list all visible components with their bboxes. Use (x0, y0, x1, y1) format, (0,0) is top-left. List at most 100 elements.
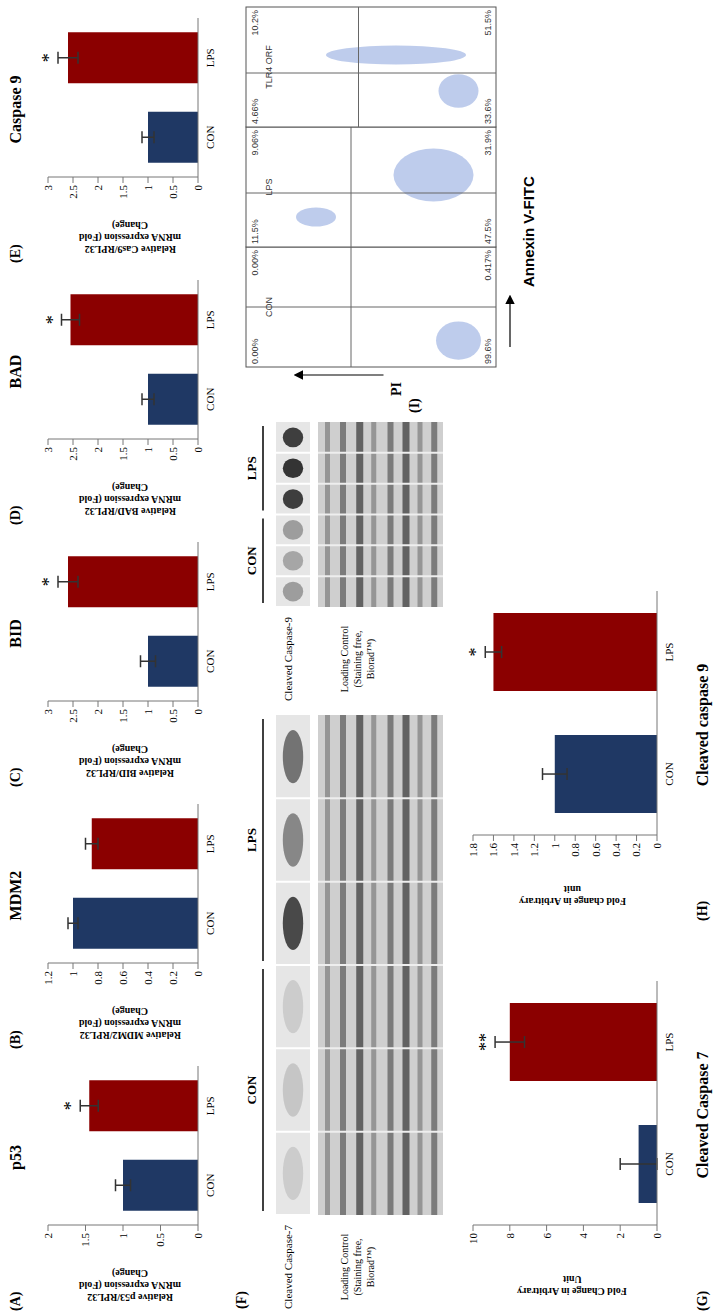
svg-text:2.5: 2.5 (67, 709, 79, 723)
svg-text:CON: CON (204, 650, 216, 673)
svg-text:0.5: 0.5 (154, 1233, 166, 1247)
svg-text:CON: CON (663, 1152, 675, 1175)
svg-text:0: 0 (192, 185, 204, 191)
svg-text:**: ** (476, 1033, 496, 1051)
svg-text:0.2: 0.2 (167, 971, 179, 985)
svg-text:2: 2 (614, 1233, 626, 1239)
svg-text:0.5: 0.5 (167, 447, 179, 461)
html-text:(A): (A) (8, 1291, 23, 1311)
svg-text:CON: CON (204, 126, 216, 149)
svg-text:33.6%: 33.6% (483, 98, 493, 124)
svg-text:CON: CON (244, 546, 259, 576)
svg-text:TLR4 ORF: TLR4 ORF (264, 45, 274, 89)
svg-text:1.4: 1.4 (508, 843, 520, 857)
html-text:Cleaved Caspase 7: Cleaved Caspase 7 (694, 1051, 711, 1179)
svg-text:0.5: 0.5 (167, 185, 179, 199)
svg-text:LPS: LPS (204, 572, 216, 591)
svg-text:LPS: LPS (663, 643, 675, 662)
svg-text:0: 0 (651, 843, 663, 849)
svg-text:CON: CON (264, 297, 274, 317)
svg-text:0: 0 (192, 709, 204, 715)
svg-text:Annexin V-FITC: Annexin V-FITC (520, 176, 537, 287)
html-text:MDM2: MDM2 (7, 870, 24, 921)
svg-text:1: 1 (67, 971, 79, 977)
svg-text:0: 0 (192, 1233, 204, 1239)
svg-text:2: 2 (92, 709, 104, 715)
svg-text:LPS: LPS (204, 48, 216, 67)
svg-text:2: 2 (92, 185, 104, 191)
svg-text:4.66%: 4.66% (250, 98, 260, 124)
svg-text:1: 1 (117, 1233, 129, 1239)
svg-text:0.00%: 0.00% (250, 250, 260, 276)
svg-text:1.5: 1.5 (117, 447, 129, 461)
svg-text:*: * (466, 648, 486, 657)
html-text:BID: BID (7, 619, 24, 648)
svg-text:LPS: LPS (244, 456, 259, 480)
svg-text:51.5%: 51.5% (483, 10, 493, 36)
svg-text:CON: CON (204, 1174, 216, 1197)
svg-text:LPS: LPS (264, 178, 274, 195)
html-text:BAD: BAD (7, 354, 24, 389)
html-text:Cleaved caspase 9: Cleaved caspase 9 (694, 663, 711, 787)
svg-text:1: 1 (142, 709, 154, 715)
svg-text:0: 0 (651, 1233, 663, 1239)
svg-text:1: 1 (549, 843, 561, 849)
svg-text:47.5%: 47.5% (483, 218, 493, 244)
svg-text:1: 1 (142, 185, 154, 191)
svg-text:*: * (43, 315, 63, 324)
svg-text:0: 0 (192, 447, 204, 453)
svg-text:1: 1 (142, 447, 154, 453)
svg-text:0.417%: 0.417% (483, 250, 493, 281)
svg-text:11.5%: 11.5% (250, 219, 260, 244)
svg-text:1.5: 1.5 (117, 185, 129, 199)
svg-text:1.5: 1.5 (79, 1233, 91, 1247)
svg-text:1.5: 1.5 (117, 709, 129, 723)
svg-text:CON: CON (244, 1075, 259, 1105)
svg-text:6: 6 (541, 1233, 553, 1239)
svg-text:0.6: 0.6 (117, 971, 129, 985)
svg-text:99.6%: 99.6% (483, 338, 493, 364)
html-text:p53: p53 (7, 1145, 24, 1170)
svg-text:LPS: LPS (663, 1033, 675, 1052)
svg-text:CON: CON (204, 912, 216, 935)
svg-text:2.5: 2.5 (67, 185, 79, 199)
svg-text:CON: CON (663, 762, 675, 785)
svg-text:*: * (39, 577, 59, 586)
svg-text:10: 10 (467, 1233, 479, 1245)
svg-text:8: 8 (504, 1233, 516, 1239)
svg-text:1.8: 1.8 (467, 843, 479, 857)
svg-text:0.00%: 0.00% (250, 338, 260, 364)
svg-text:*: * (61, 1101, 81, 1110)
svg-text:PI: PI (389, 382, 404, 396)
svg-text:0.4: 0.4 (610, 843, 622, 857)
svg-text:LPS: LPS (204, 1096, 216, 1115)
svg-text:0.4: 0.4 (142, 971, 154, 985)
svg-text:31.9%: 31.9% (483, 130, 493, 156)
html-text:(C): (C) (8, 767, 23, 787)
svg-text:*: * (39, 53, 59, 62)
svg-text:LPS: LPS (244, 828, 259, 852)
svg-text:2.5: 2.5 (67, 447, 79, 461)
svg-text:9.06%: 9.06% (250, 130, 260, 156)
svg-text:3: 3 (42, 447, 54, 453)
svg-text:10.2%: 10.2% (250, 10, 260, 36)
html-text:Caspase 9: Caspase 9 (7, 75, 24, 144)
svg-text:0.2: 0.2 (630, 843, 642, 857)
svg-text:3: 3 (42, 709, 54, 715)
svg-text:1.2: 1.2 (528, 843, 540, 857)
svg-text:1.2: 1.2 (42, 971, 54, 985)
svg-text:2: 2 (42, 1233, 54, 1239)
svg-text:0.8: 0.8 (569, 843, 581, 857)
svg-text:0.6: 0.6 (590, 843, 602, 857)
svg-text:0.8: 0.8 (92, 971, 104, 985)
html-text:(B): (B) (8, 1030, 23, 1049)
svg-text:0.5: 0.5 (167, 709, 179, 723)
svg-text:0: 0 (192, 971, 204, 977)
svg-text:2: 2 (92, 447, 104, 453)
svg-text:LPS: LPS (204, 310, 216, 329)
svg-text:1.6: 1.6 (487, 843, 499, 857)
svg-text:CON: CON (204, 388, 216, 411)
svg-text:3: 3 (42, 185, 54, 191)
svg-text:LPS: LPS (204, 834, 216, 853)
svg-text:4: 4 (577, 1233, 589, 1239)
